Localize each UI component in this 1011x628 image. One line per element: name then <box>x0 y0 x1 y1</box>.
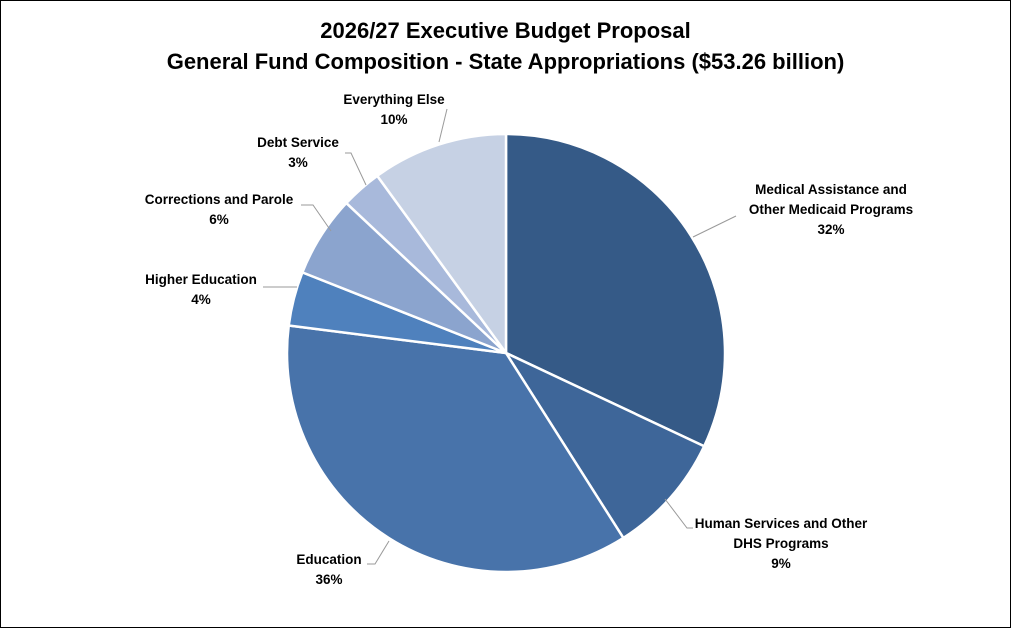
slice-label: Debt Service 3% <box>257 135 339 170</box>
pie-slice-medical-assistance-and-other-medicaid-programs <box>504 132 727 448</box>
pie-slice-everything-else <box>376 132 508 355</box>
slice-label: Medical Assistance and Other Medicaid Pro… <box>749 182 913 237</box>
leader-line <box>692 215 737 238</box>
leader-line <box>345 152 367 186</box>
pie-slice-human-services-and-other-dhs-programs <box>504 351 706 540</box>
leader-line <box>367 540 390 565</box>
slice-label: Higher Education 4% <box>145 272 257 307</box>
leader-line <box>664 498 693 529</box>
slice-label: Education 36% <box>296 552 361 587</box>
slice-label: Corrections and Parole 6% <box>145 192 294 227</box>
chart-title: 2026/27 Executive Budget Proposal Genera… <box>1 15 1010 77</box>
chart-title-line2: General Fund Composition - State Appropr… <box>166 49 845 74</box>
slice-label: Human Services and Other DHS Programs 9% <box>695 516 868 571</box>
leader-line <box>438 108 448 143</box>
chart-title-line1: 2026/27 Executive Budget Proposal <box>320 18 691 43</box>
pie-slice-education <box>285 324 625 574</box>
slice-label: Everything Else 10% <box>343 92 445 127</box>
leader-line <box>301 204 332 232</box>
